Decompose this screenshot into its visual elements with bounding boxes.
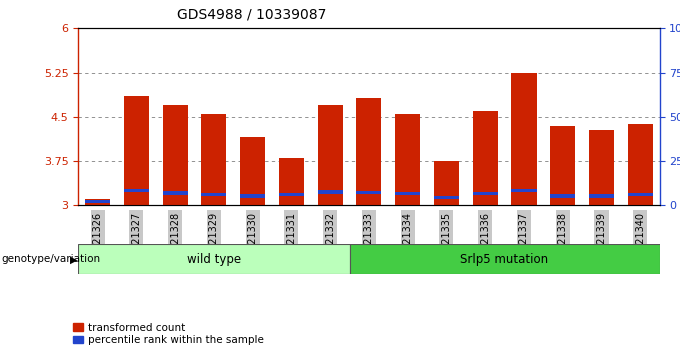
Text: wild type: wild type bbox=[187, 253, 241, 266]
Bar bbox=[628, 193, 653, 196]
Bar bbox=[434, 196, 459, 199]
Bar bbox=[434, 161, 459, 205]
Bar bbox=[124, 189, 149, 192]
Bar bbox=[318, 190, 343, 194]
Bar bbox=[356, 191, 381, 194]
Bar bbox=[350, 244, 660, 274]
Bar bbox=[628, 124, 653, 205]
Bar bbox=[318, 105, 343, 205]
Bar bbox=[279, 158, 304, 205]
Text: genotype/variation: genotype/variation bbox=[1, 254, 101, 264]
Text: Srlp5 mutation: Srlp5 mutation bbox=[460, 253, 549, 266]
Bar bbox=[356, 98, 381, 205]
Text: ▶: ▶ bbox=[69, 254, 78, 264]
Bar bbox=[85, 199, 110, 205]
Bar bbox=[240, 194, 265, 198]
Bar bbox=[163, 105, 188, 205]
Bar bbox=[550, 126, 575, 205]
Bar bbox=[279, 193, 304, 196]
Bar bbox=[78, 244, 350, 274]
Bar bbox=[163, 192, 188, 195]
Bar bbox=[473, 192, 498, 195]
Legend: transformed count, percentile rank within the sample: transformed count, percentile rank withi… bbox=[73, 322, 264, 345]
Text: GDS4988 / 10339087: GDS4988 / 10339087 bbox=[177, 7, 326, 21]
Bar bbox=[589, 130, 614, 205]
Bar bbox=[201, 193, 226, 196]
Bar bbox=[589, 194, 614, 198]
Bar bbox=[124, 96, 149, 205]
Bar bbox=[240, 137, 265, 205]
Bar bbox=[550, 194, 575, 198]
Bar bbox=[85, 200, 110, 203]
Bar bbox=[473, 111, 498, 205]
Bar bbox=[511, 189, 537, 192]
Bar bbox=[511, 73, 537, 205]
Bar bbox=[395, 192, 420, 195]
Bar bbox=[395, 114, 420, 205]
Bar bbox=[201, 114, 226, 205]
